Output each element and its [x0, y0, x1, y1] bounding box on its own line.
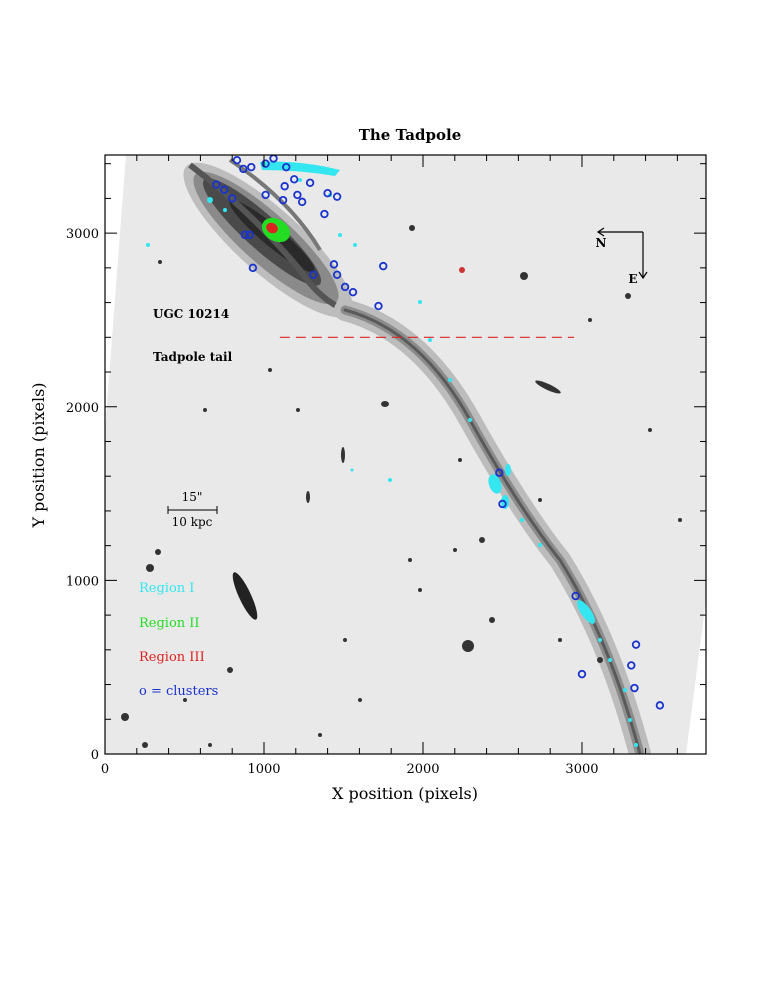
- cluster-marker: [329, 260, 339, 269]
- x-axis: 0 1000 2000 3000: [101, 155, 678, 777]
- scale-bar: 15" 10 kpc: [167, 490, 218, 529]
- cluster-marker: [305, 178, 315, 187]
- cluster-marker: [571, 591, 580, 601]
- cluster-marker: [278, 195, 288, 205]
- scale-kpc-label: 10 kpc: [172, 515, 213, 529]
- y-tick-label: 0: [91, 748, 99, 763]
- x-tick-label: 3000: [565, 762, 598, 777]
- cluster-marker: [293, 190, 302, 200]
- y-tick-label: 3000: [66, 227, 99, 242]
- cluster-marker: [379, 261, 388, 271]
- x-axis-label: X position (pixels): [332, 784, 478, 803]
- cluster-marker: [309, 270, 318, 279]
- cluster-marker: [577, 669, 587, 679]
- cluster-marker: [340, 282, 350, 292]
- compass-north-label: N: [596, 236, 607, 250]
- x-tick-label: 2000: [406, 762, 439, 777]
- cluster-marker: [323, 188, 332, 198]
- cluster-marker: [248, 263, 258, 273]
- cluster-marker: [240, 230, 250, 240]
- tail-label: Tadpole tail: [153, 350, 233, 364]
- plot-frame: [104, 154, 707, 755]
- scale-arcsec-label: 15": [182, 490, 203, 504]
- cluster-marker: [280, 182, 289, 191]
- y-tick-label: 1000: [66, 574, 99, 589]
- galaxy-label: UGC 10214: [153, 307, 229, 321]
- cluster-marker: [239, 164, 248, 174]
- legend-region-ii: Region II: [139, 616, 200, 631]
- compass: N E: [596, 227, 648, 286]
- cluster-marker: [332, 192, 342, 201]
- cluster-marker: [282, 162, 291, 172]
- legend: Region I Region II Region III o = cluste…: [139, 581, 218, 699]
- compass-east-label: E: [628, 272, 637, 286]
- y-axis-label: Y position (pixels): [29, 382, 48, 528]
- y-tick-label: 2000: [66, 401, 99, 416]
- cluster-marker: [245, 230, 254, 240]
- legend-clusters: o = clusters: [139, 684, 218, 699]
- cluster-marker: [627, 661, 636, 670]
- legend-region-i: Region I: [139, 581, 194, 596]
- cluster-marker: [227, 194, 237, 203]
- cluster-marker: [348, 287, 358, 297]
- cluster-marker: [220, 185, 229, 194]
- x-tick-label: 1000: [247, 762, 280, 777]
- cluster-marker: [290, 175, 299, 184]
- tadpole-tail: [334, 299, 651, 754]
- cluster-marker: [498, 499, 507, 509]
- cluster-marker: [655, 701, 665, 710]
- background-objects: [121, 225, 682, 748]
- cluster-marker: [631, 640, 641, 649]
- cluster-marker: [261, 190, 270, 200]
- region-i-pixels: [146, 161, 638, 747]
- cluster-marker: [630, 683, 639, 693]
- cluster-markers: [212, 155, 665, 710]
- chart-title: The Tadpole: [359, 126, 462, 144]
- y-axis: 0 1000 2000 3000: [66, 163, 706, 763]
- cluster-marker: [320, 209, 329, 219]
- cluster-marker: [495, 468, 504, 477]
- cluster-marker: [332, 270, 342, 279]
- cluster-marker: [232, 156, 242, 165]
- cluster-marker: [374, 301, 383, 311]
- legend-region-iii: Region III: [139, 650, 205, 665]
- cluster-marker: [212, 180, 221, 189]
- x-tick-label: 0: [101, 762, 109, 777]
- galaxy-image: [105, 155, 706, 754]
- cluster-marker: [261, 159, 270, 168]
- region-iii-pixels: [266, 222, 278, 234]
- cluster-marker: [247, 162, 256, 172]
- cluster-marker: [297, 197, 307, 207]
